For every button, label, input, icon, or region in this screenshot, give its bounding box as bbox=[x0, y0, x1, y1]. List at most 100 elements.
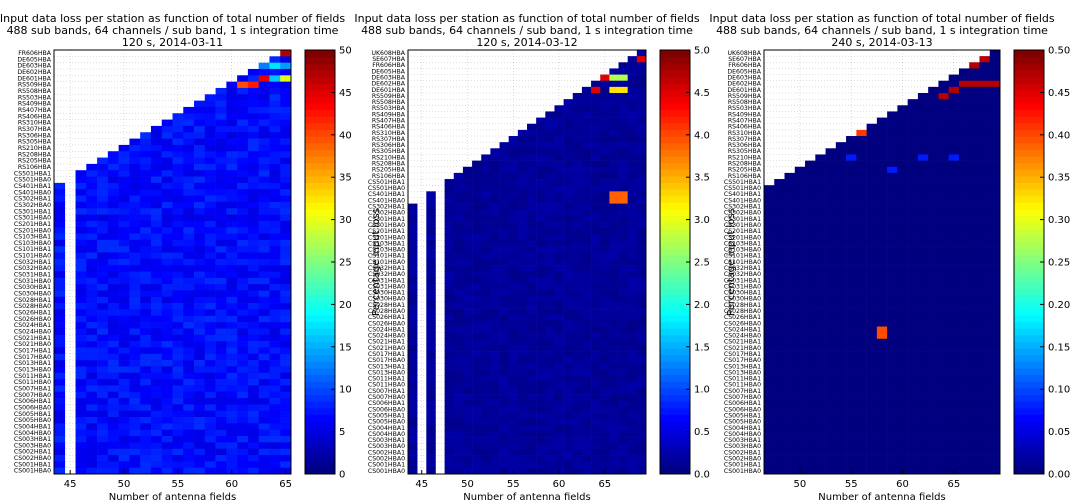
heatmap-cell bbox=[866, 289, 878, 297]
heatmap-cell bbox=[856, 209, 867, 217]
heatmap-cell bbox=[846, 142, 857, 149]
heatmap-cell bbox=[490, 203, 500, 211]
heatmap-cell bbox=[636, 400, 647, 407]
colorbar-segment bbox=[1014, 341, 1044, 349]
heatmap-cell bbox=[536, 129, 546, 137]
heatmap-cell bbox=[897, 387, 908, 395]
heatmap-cell bbox=[609, 105, 619, 112]
heatmap-cell bbox=[907, 148, 919, 155]
heatmap-cell bbox=[545, 314, 555, 321]
colorbar-segment bbox=[1014, 334, 1044, 342]
heatmap-cell bbox=[989, 86, 1001, 94]
heatmap-cell bbox=[237, 233, 249, 241]
heatmap-cell bbox=[979, 191, 991, 198]
heatmap-cell bbox=[856, 406, 867, 413]
heatmap-cell bbox=[897, 222, 908, 229]
colorbar-tick-label: 20 bbox=[339, 300, 352, 311]
heatmap-cell bbox=[907, 455, 919, 463]
heatmap-cell bbox=[958, 166, 970, 174]
heatmap-cell bbox=[563, 105, 574, 112]
colorbar-segment bbox=[660, 69, 690, 77]
heatmap-cell bbox=[784, 265, 796, 272]
heatmap-cell bbox=[917, 283, 929, 290]
heatmap-cell bbox=[784, 228, 796, 235]
heatmap-cell bbox=[481, 172, 491, 180]
heatmap-cell bbox=[204, 328, 216, 336]
heatmap-cell bbox=[97, 442, 109, 449]
heatmap-cell bbox=[545, 258, 555, 266]
heatmap-cell bbox=[627, 234, 638, 241]
heatmap-cell bbox=[75, 277, 87, 285]
heatmap-cell bbox=[408, 357, 418, 364]
heatmap-cell bbox=[280, 334, 292, 342]
y-tick-label: CS005HBA0 bbox=[724, 419, 761, 426]
heatmap-cell bbox=[907, 461, 919, 469]
heatmap-cell bbox=[591, 455, 601, 463]
heatmap-cell bbox=[825, 252, 837, 260]
heatmap-cell bbox=[183, 119, 195, 127]
heatmap-cell bbox=[846, 295, 857, 303]
heatmap-cell bbox=[825, 437, 837, 444]
heatmap-cell bbox=[269, 81, 281, 89]
heatmap-cell bbox=[490, 222, 500, 229]
heatmap-cell bbox=[856, 258, 867, 266]
heatmap-cell bbox=[600, 172, 610, 180]
heatmap-cell bbox=[462, 387, 473, 395]
heatmap-cell bbox=[835, 197, 847, 204]
heatmap-cell bbox=[591, 289, 601, 297]
heatmap-cell bbox=[481, 160, 491, 168]
heatmap-cell bbox=[581, 265, 592, 272]
heatmap-cell bbox=[636, 74, 647, 82]
colorbar-segment bbox=[660, 295, 690, 303]
heatmap-cell bbox=[835, 191, 847, 198]
colorbar-tick-label: 3.5 bbox=[694, 173, 710, 184]
heatmap-cell bbox=[107, 334, 119, 342]
heatmap-cell bbox=[591, 142, 601, 149]
heatmap-cell bbox=[194, 271, 206, 279]
heatmap-cell bbox=[627, 332, 638, 340]
y-tick-label: CS001HBA1 bbox=[368, 462, 405, 469]
heatmap-cell bbox=[938, 277, 949, 284]
colorbar-segment bbox=[660, 387, 690, 395]
heatmap-cell bbox=[938, 185, 949, 192]
heatmap-cell bbox=[408, 344, 418, 352]
heatmap-cell bbox=[958, 301, 970, 309]
heatmap-cell bbox=[86, 284, 98, 291]
heatmap-cell bbox=[764, 412, 775, 419]
heatmap-cell bbox=[247, 75, 259, 82]
heatmap-cell bbox=[150, 442, 163, 449]
heatmap-cell bbox=[140, 258, 152, 266]
heatmap-cell bbox=[280, 303, 292, 310]
heatmap-cell bbox=[490, 449, 500, 456]
heatmap-cell bbox=[876, 437, 888, 444]
heatmap-cell bbox=[591, 99, 601, 106]
heatmap-cell bbox=[215, 391, 227, 399]
heatmap-cell bbox=[835, 375, 847, 383]
heatmap-cell bbox=[636, 50, 647, 57]
heatmap-cell bbox=[194, 366, 206, 374]
heatmap-cell bbox=[794, 234, 806, 241]
heatmap-cell bbox=[876, 222, 888, 229]
heatmap-cell bbox=[784, 461, 796, 469]
heatmap-cell bbox=[948, 332, 960, 340]
y-tick-label: CS103HBA1 bbox=[724, 240, 761, 247]
heatmap-cell bbox=[989, 197, 1001, 204]
heatmap-cell bbox=[897, 308, 908, 315]
heatmap-cell bbox=[545, 215, 555, 223]
heatmap-cell bbox=[572, 357, 583, 364]
heatmap-cell bbox=[462, 295, 473, 303]
heatmap-cell bbox=[887, 314, 898, 321]
heatmap-cell bbox=[835, 240, 847, 247]
heatmap-cell bbox=[876, 455, 888, 463]
heatmap-cell bbox=[499, 222, 509, 229]
heatmap-cell bbox=[258, 208, 270, 215]
heatmap-cell bbox=[183, 417, 195, 424]
heatmap-cell bbox=[226, 429, 238, 437]
heatmap-cell bbox=[928, 375, 939, 383]
heatmap-cell bbox=[140, 341, 152, 348]
heatmap-cell bbox=[979, 308, 991, 315]
heatmap-cell bbox=[517, 265, 528, 272]
heatmap-cell bbox=[426, 449, 436, 456]
colorbar-tick-label: 4.5 bbox=[694, 88, 710, 99]
heatmap-cell bbox=[204, 239, 216, 247]
